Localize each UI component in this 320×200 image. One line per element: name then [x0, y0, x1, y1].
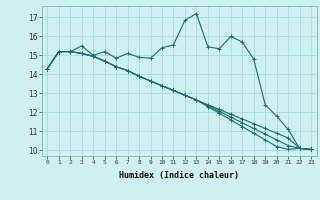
X-axis label: Humidex (Indice chaleur): Humidex (Indice chaleur): [119, 171, 239, 180]
